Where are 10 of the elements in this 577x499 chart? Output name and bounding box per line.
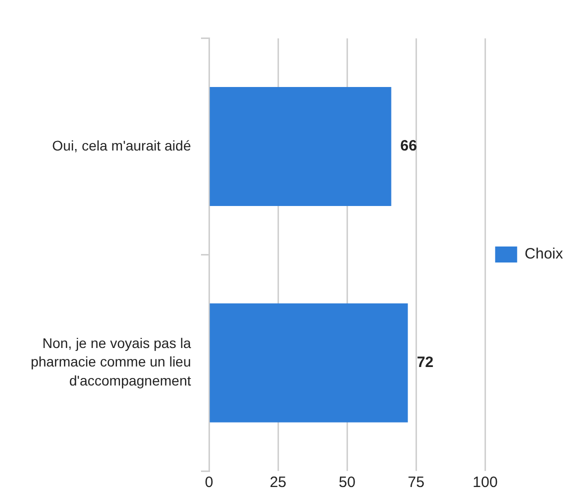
legend-label: Choix xyxy=(524,246,564,263)
data-label: 72 xyxy=(416,354,434,371)
x-tick-label: 50 xyxy=(338,474,356,492)
y-tick-label: Non, je ne voyais pas la pharmacie comme un lieu d'accompagnement xyxy=(30,334,192,389)
x-tick-label: 0 xyxy=(204,474,214,492)
data-label: 66 xyxy=(400,138,417,155)
x-tick-label: 100 xyxy=(472,474,498,492)
y-tick-label: Oui, cela m'aurait aidé xyxy=(52,137,192,154)
x-tick-label: 75 xyxy=(408,474,424,492)
x-tick-label: 25 xyxy=(270,474,286,492)
